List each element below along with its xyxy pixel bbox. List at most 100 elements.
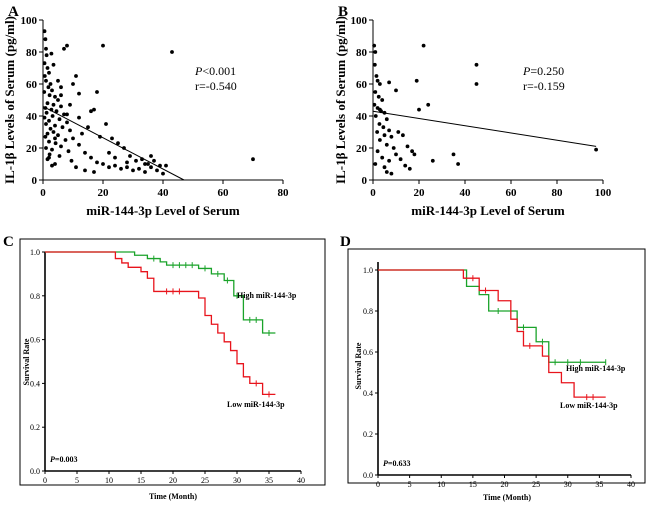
scatter-point <box>42 90 47 94</box>
panel-c-x-ticks: 0 5 10 15 20 25 30 35 40 <box>43 471 305 485</box>
panel-b-x-ticks: 0 20 40 60 80 100 <box>370 180 612 199</box>
scatter-point <box>125 165 129 170</box>
scatter-point <box>134 158 138 163</box>
scatter-point <box>101 162 105 166</box>
scatter-point <box>42 74 47 78</box>
scatter-point <box>387 80 391 85</box>
scatter-point <box>387 128 391 133</box>
scatter-point <box>164 163 168 168</box>
y-tick-label: 0.0 <box>363 471 373 480</box>
scatter-point <box>54 109 59 114</box>
x-tick-label: 25 <box>532 480 540 489</box>
scatter-point <box>414 78 419 83</box>
panel-b: B 0 20 40 60 80 100 0 20 40 60 80 100 P=0.250 r=-0… <box>333 4 612 218</box>
panel-d-x-ticks: 0 5 10 15 20 25 30 35 40 <box>376 475 635 489</box>
panel-c-letter: C <box>3 234 14 250</box>
scatter-point <box>50 147 54 152</box>
panel-b-letter: B <box>338 4 348 20</box>
scatter-point <box>107 165 111 170</box>
panel-a-regression-line <box>42 105 185 181</box>
scatter-point <box>47 155 51 160</box>
scatter-point <box>382 165 387 170</box>
scatter-point <box>384 142 389 147</box>
panel-c-x-label: Time (Month) <box>149 492 197 501</box>
panel-d: D 0.0 0.2 0.4 0.6 0.8 1.0 0 5 10 15 20 25 30 35 40 Hi… <box>340 234 646 502</box>
x-tick-label: 80 <box>278 187 290 199</box>
x-tick-label: 15 <box>137 476 145 485</box>
panel-d-letter: D <box>340 234 351 250</box>
scatter-point <box>251 157 255 162</box>
panel-d-y-ticks: 0.0 0.2 0.4 0.6 0.8 1.0 <box>363 266 378 480</box>
scatter-point <box>68 128 72 133</box>
scatter-point <box>125 160 129 165</box>
scatter-point <box>128 154 132 158</box>
scatter-point <box>56 78 60 83</box>
scatter-point <box>394 152 398 157</box>
panel-b-y-ticks: 0 20 40 60 80 100 <box>351 15 373 187</box>
scatter-point <box>89 109 93 114</box>
scatter-point <box>396 130 401 134</box>
x-tick-label: 100 <box>595 187 612 199</box>
scatter-point <box>143 170 147 174</box>
survival-curve <box>45 251 276 395</box>
scatter-point <box>71 82 75 86</box>
scatter-point <box>430 158 435 163</box>
scatter-point <box>456 162 460 166</box>
scatter-point <box>80 131 84 136</box>
x-tick-label: 5 <box>408 480 412 489</box>
survival-curve <box>378 269 606 398</box>
x-tick-label: 25 <box>201 476 209 485</box>
y-tick-label: 100 <box>21 15 38 27</box>
scatter-point <box>59 93 63 98</box>
scatter-point <box>44 146 48 150</box>
scatter-point <box>83 168 87 173</box>
scatter-point <box>53 94 57 99</box>
scatter-point <box>48 126 53 131</box>
scatter-point <box>77 115 81 120</box>
x-tick-label: 15 <box>469 480 477 489</box>
x-tick-label: 30 <box>233 476 241 485</box>
scatter-point <box>378 107 382 112</box>
panel-b-points <box>372 43 598 176</box>
panel-a-y-label: IL-1β Levels of Serum (pg/ml) <box>2 16 17 184</box>
scatter-point <box>376 94 381 99</box>
x-tick-label: 60 <box>218 187 230 199</box>
scatter-point <box>50 88 54 93</box>
scatter-point <box>77 91 81 96</box>
scatter-point <box>161 171 165 176</box>
scatter-point <box>53 136 57 141</box>
scatter-point <box>387 158 391 163</box>
y-tick-label: 100 <box>351 15 368 27</box>
scatter-point <box>474 82 479 86</box>
panel-b-regression-line <box>372 110 597 147</box>
scatter-point <box>92 170 96 174</box>
scatter-point <box>155 168 159 173</box>
scatter-point <box>47 152 52 157</box>
x-tick-label: 0 <box>376 480 380 489</box>
scatter-point <box>594 147 598 152</box>
y-tick-label: 80 <box>356 47 368 59</box>
survival-curve <box>378 269 606 363</box>
scatter-point <box>51 102 56 107</box>
scatter-point <box>46 85 51 90</box>
scatter-point <box>62 112 66 117</box>
scatter-point <box>59 144 63 149</box>
panel-a-points <box>42 29 255 176</box>
scatter-point <box>47 70 51 75</box>
scatter-point <box>44 110 49 115</box>
panel-c: C 0.0 0.2 0.4 0.6 0.8 1.0 0 5 10 15 20 25 30 35 40 Hi… <box>3 234 326 501</box>
x-tick-label: 40 <box>627 480 635 489</box>
panel-d-legend-low: Low miR-144-3p <box>560 401 618 410</box>
scatter-point <box>44 46 48 51</box>
scatter-point <box>43 37 48 42</box>
scatter-point <box>398 157 403 162</box>
scatter-point <box>113 163 117 168</box>
scatter-point <box>372 102 377 107</box>
x-tick-label: 20 <box>98 187 110 199</box>
scatter-point <box>56 133 60 138</box>
x-tick-label: 0 <box>43 476 47 485</box>
x-tick-label: 20 <box>414 187 426 199</box>
panel-b-r-annotation: r=-0.159 <box>523 79 565 93</box>
scatter-point <box>71 136 75 141</box>
scatter-point <box>50 163 54 168</box>
